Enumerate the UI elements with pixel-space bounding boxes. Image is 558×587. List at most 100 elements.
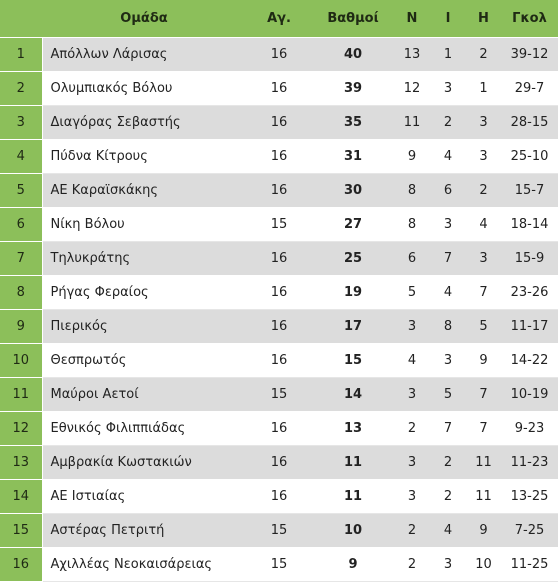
goals-cell: 7-25 bbox=[501, 513, 558, 548]
table-row: 15 Αστέρας Πετριτή 15 10 2 4 9 7-25 bbox=[0, 513, 558, 548]
points-cell: 10 bbox=[312, 513, 394, 548]
table-row: 4 Πύδνα Κίτρους 16 31 9 4 3 25-10 bbox=[0, 139, 558, 174]
position-cell: 13 bbox=[0, 445, 43, 480]
wins-cell: 4 bbox=[394, 343, 430, 378]
goals-cell: 11-17 bbox=[501, 309, 558, 344]
draws-cell: 2 bbox=[430, 445, 466, 480]
losses-cell: 9 bbox=[466, 513, 501, 548]
losses-cell: 7 bbox=[466, 377, 501, 412]
wins-cell: 8 bbox=[394, 207, 430, 242]
header-played: Αγ. bbox=[246, 0, 312, 38]
played-cell: 16 bbox=[246, 105, 312, 140]
position-cell: 8 bbox=[0, 275, 43, 310]
position-cell: 16 bbox=[0, 547, 43, 582]
draws-cell: 3 bbox=[430, 71, 466, 106]
table-row: 10 Θεσπρωτός 16 15 4 3 9 14-22 bbox=[0, 343, 558, 378]
played-cell: 16 bbox=[246, 275, 312, 310]
header-goals: Γκολ bbox=[501, 0, 558, 38]
position-cell: 12 bbox=[0, 411, 43, 446]
draws-cell: 1 bbox=[430, 37, 466, 72]
wins-cell: 2 bbox=[394, 547, 430, 582]
losses-cell: 1 bbox=[466, 71, 501, 106]
wins-cell: 13 bbox=[394, 37, 430, 72]
position-cell: 6 bbox=[0, 207, 43, 242]
wins-cell: 8 bbox=[394, 173, 430, 208]
team-name-cell: Αστέρας Πετριτή bbox=[42, 513, 246, 548]
draws-cell: 2 bbox=[430, 105, 466, 140]
draws-cell: 7 bbox=[430, 241, 466, 276]
table-row: 3 Διαγόρας Σεβαστής 16 35 11 2 3 28-15 bbox=[0, 105, 558, 140]
team-name-cell: Αμβρακία Κωστακιών bbox=[42, 445, 246, 480]
goals-cell: 9-23 bbox=[501, 411, 558, 446]
losses-cell: 7 bbox=[466, 275, 501, 310]
points-cell: 31 bbox=[312, 139, 394, 174]
losses-cell: 2 bbox=[466, 37, 501, 72]
losses-cell: 3 bbox=[466, 139, 501, 174]
draws-cell: 2 bbox=[430, 479, 466, 514]
team-name-cell: ΑΕ Ιστιαίας bbox=[42, 479, 246, 514]
wins-cell: 11 bbox=[394, 105, 430, 140]
position-cell: 5 bbox=[0, 173, 43, 208]
played-cell: 16 bbox=[246, 173, 312, 208]
wins-cell: 3 bbox=[394, 377, 430, 412]
team-name-cell: Διαγόρας Σεβαστής bbox=[42, 105, 246, 140]
points-cell: 13 bbox=[312, 411, 394, 446]
points-cell: 39 bbox=[312, 71, 394, 106]
played-cell: 16 bbox=[246, 309, 312, 344]
draws-cell: 3 bbox=[430, 547, 466, 582]
table-row: 12 Εθνικός Φιλιππιάδας 16 13 2 7 7 9-23 bbox=[0, 411, 558, 446]
points-cell: 15 bbox=[312, 343, 394, 378]
table-row: 8 Ρήγας Φεραίος 16 19 5 4 7 23-26 bbox=[0, 275, 558, 310]
played-cell: 15 bbox=[246, 547, 312, 582]
goals-cell: 11-23 bbox=[501, 445, 558, 480]
points-cell: 11 bbox=[312, 479, 394, 514]
points-cell: 35 bbox=[312, 105, 394, 140]
wins-cell: 3 bbox=[394, 445, 430, 480]
losses-cell: 2 bbox=[466, 173, 501, 208]
table-row: 5 ΑΕ Καραϊσκάκης 16 30 8 6 2 15-7 bbox=[0, 173, 558, 208]
points-cell: 27 bbox=[312, 207, 394, 242]
team-name-cell: Πύδνα Κίτρους bbox=[42, 139, 246, 174]
team-name-cell: Πιερικός bbox=[42, 309, 246, 344]
draws-cell: 6 bbox=[430, 173, 466, 208]
goals-cell: 14-22 bbox=[501, 343, 558, 378]
header-team: Ομάδα bbox=[42, 0, 246, 38]
played-cell: 15 bbox=[246, 377, 312, 412]
goals-cell: 39-12 bbox=[501, 37, 558, 72]
draws-cell: 4 bbox=[430, 513, 466, 548]
played-cell: 16 bbox=[246, 445, 312, 480]
points-cell: 14 bbox=[312, 377, 394, 412]
played-cell: 16 bbox=[246, 479, 312, 514]
header-points: Βαθμοί bbox=[312, 0, 394, 38]
played-cell: 16 bbox=[246, 37, 312, 72]
table-row: 7 Τηλυκράτης 16 25 6 7 3 15-9 bbox=[0, 241, 558, 276]
table-row: 9 Πιερικός 16 17 3 8 5 11-17 bbox=[0, 309, 558, 344]
losses-cell: 11 bbox=[466, 479, 501, 514]
goals-cell: 10-19 bbox=[501, 377, 558, 412]
played-cell: 15 bbox=[246, 513, 312, 548]
goals-cell: 28-15 bbox=[501, 105, 558, 140]
wins-cell: 2 bbox=[394, 411, 430, 446]
played-cell: 16 bbox=[246, 139, 312, 174]
losses-cell: 5 bbox=[466, 309, 501, 344]
standings-body: 1 Απόλλων Λάρισας 16 40 13 1 2 39-12 2 Ολυμπιακός… bbox=[0, 37, 558, 582]
wins-cell: 2 bbox=[394, 513, 430, 548]
wins-cell: 9 bbox=[394, 139, 430, 174]
goals-cell: 23-26 bbox=[501, 275, 558, 310]
position-cell: 10 bbox=[0, 343, 43, 378]
wins-cell: 12 bbox=[394, 71, 430, 106]
draws-cell: 3 bbox=[430, 207, 466, 242]
losses-cell: 7 bbox=[466, 411, 501, 446]
points-cell: 9 bbox=[312, 547, 394, 582]
position-cell: 9 bbox=[0, 309, 43, 344]
team-name-cell: Τηλυκράτης bbox=[42, 241, 246, 276]
position-cell: 2 bbox=[0, 71, 43, 106]
table-row: 6 Νίκη Βόλου 15 27 8 3 4 18-14 bbox=[0, 207, 558, 242]
goals-cell: 13-25 bbox=[501, 479, 558, 514]
played-cell: 16 bbox=[246, 71, 312, 106]
goals-cell: 18-14 bbox=[501, 207, 558, 242]
played-cell: 15 bbox=[246, 207, 312, 242]
losses-cell: 11 bbox=[466, 445, 501, 480]
wins-cell: 5 bbox=[394, 275, 430, 310]
